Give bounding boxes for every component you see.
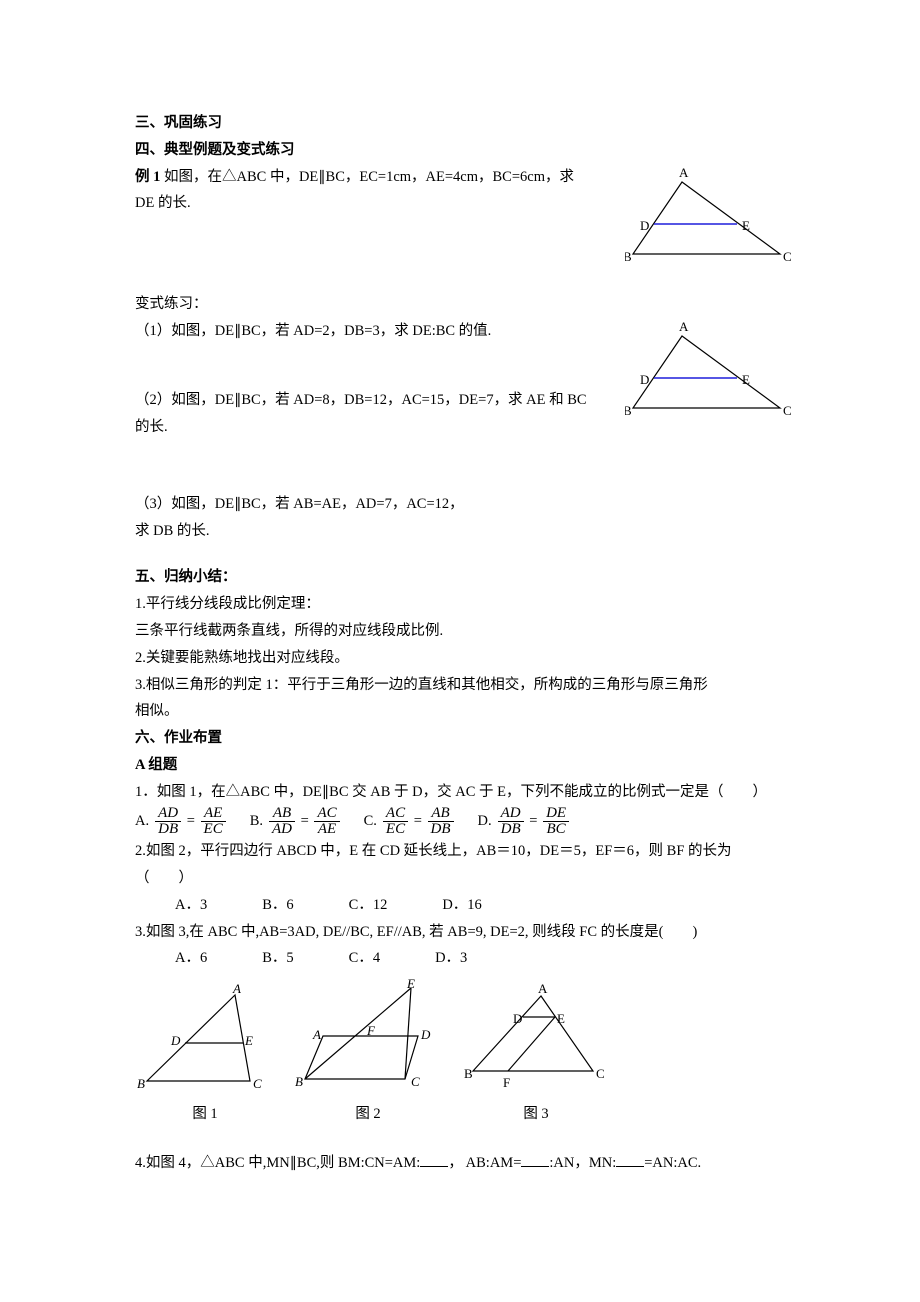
q2-C: C．12 [349, 892, 388, 919]
svg-text:E: E [244, 1033, 253, 1048]
q1-D-label: D. [478, 808, 492, 835]
q3-choices: A．6 B．5 C．4 D．3 [175, 945, 795, 972]
q1-stem: 1．如图 1，在△ABC 中，DE∥BC 交 AB 于 D，交 AC 于 E，下… [135, 779, 795, 806]
q4-a: 4.如图 4，△ABC 中,MN∥BC,则 BM:CN=AM: [135, 1155, 420, 1171]
q2-A: A．3 [175, 892, 207, 919]
q2-B: B．6 [262, 892, 293, 919]
example-1-label: 例 1 [135, 169, 160, 185]
svg-text:A: A [679, 319, 689, 334]
q3-stem: 3.如图 3,在 ABC 中,AB=3AD, DE//BC, EF//AB, 若… [135, 919, 795, 946]
svg-text:B: B [625, 249, 632, 264]
figure-3-caption: 图 3 [461, 1101, 611, 1128]
svg-text:B: B [295, 1074, 303, 1089]
example-1-line1: 例 1 如图，在△ABC 中，DE∥BC，EC=1cm，AE=4cm，BC=6c… [135, 164, 615, 191]
sec5-l2: 三条平行线截两条直线，所得的对应线段成比例. [135, 618, 795, 645]
q4-b: ， AB:AM= [448, 1155, 521, 1171]
q1-A-label: A. [135, 808, 149, 835]
sec5-l1: 1.平行线分线段成比例定理： [135, 591, 795, 618]
svg-text:D: D [170, 1033, 181, 1048]
variant-3b: 求 DB 的长. [135, 518, 795, 545]
q2-stem-b: （ ） [135, 865, 795, 892]
q4-d: =AN:AC. [644, 1155, 701, 1171]
variant-3a: （3）如图，DE∥BC，若 AB=AE，AD=7，AC=12， [135, 491, 795, 518]
q4-blank-1 [420, 1151, 448, 1167]
sec5-l5: 相似。 [135, 698, 795, 725]
q1-C-label: C. [364, 808, 377, 835]
svg-text:A: A [232, 981, 241, 996]
figure-2: E A D F B C 图 2 [293, 976, 443, 1128]
variant-2a: （2）如图，DE∥BC，若 AD=8，DB=12，AC=15，DE=7，求 AE… [135, 387, 615, 414]
svg-text:F: F [503, 1075, 510, 1090]
section-4-title: 四、典型例题及变式练习 [135, 137, 795, 164]
svg-text:A: A [679, 165, 689, 180]
section-5-title: 五、归纳小结： [135, 564, 795, 591]
figure-2-caption: 图 2 [293, 1101, 443, 1128]
section-6-title: 六、作业布置 [135, 725, 795, 752]
q1-B-label: B. [250, 808, 263, 835]
example-1-line2: DE 的长. [135, 190, 615, 217]
figure-3: A B C D E F 图 3 [461, 981, 611, 1128]
variant-1: （1）如图，DE∥BC，若 AD=2，DB=3，求 DE:BC 的值. [135, 318, 615, 345]
variant-title: 变式练习： [135, 291, 795, 318]
q4: 4.如图 4，△ABC 中,MN∥BC,则 BM:CN=AM: ， AB:AM=:… [135, 1150, 795, 1177]
svg-text:C: C [411, 1074, 420, 1089]
svg-text:A: A [538, 981, 548, 996]
svg-text:C: C [596, 1066, 605, 1081]
figure-1: A B C D E 图 1 [135, 981, 275, 1128]
q3-D: D．3 [435, 945, 467, 972]
figure-row: A B C D E 图 1 E A D F B C [135, 976, 795, 1128]
q4-c: :AN，MN: [549, 1155, 616, 1171]
q1-choices: A. ADDB = AEEC B. ABAD = ACAE C. ACEC = … [135, 806, 795, 839]
figure-triangle-2: A B C D E [625, 318, 795, 428]
q3-C: C．4 [349, 945, 380, 972]
svg-text:B: B [625, 403, 632, 418]
sec5-l3: 2.关键要能熟练地找出对应线段。 [135, 645, 795, 672]
q2-D: D．16 [442, 892, 481, 919]
q4-blank-2 [521, 1151, 549, 1167]
q2-choices: A．3 B．6 C．12 D．16 [175, 892, 795, 919]
section-3-title: 三、巩固练习 [135, 110, 795, 137]
svg-text:D: D [640, 372, 649, 387]
figure-1-caption: 图 1 [135, 1101, 275, 1128]
svg-text:C: C [783, 249, 792, 264]
q4-blank-3 [616, 1151, 644, 1167]
svg-text:D: D [420, 1027, 431, 1042]
svg-text:D: D [640, 218, 649, 233]
svg-text:C: C [783, 403, 792, 418]
svg-text:B: B [137, 1076, 145, 1091]
group-a-title: A 组题 [135, 752, 795, 779]
q3-B: B．5 [262, 945, 293, 972]
svg-text:C: C [253, 1076, 262, 1091]
figure-triangle-1: A B C D E [625, 164, 795, 274]
q3-A: A．6 [175, 945, 207, 972]
q2-stem-a: 2.如图 2，平行四边行 ABCD 中，E 在 CD 延长线上，AB＝10，DE… [135, 838, 795, 865]
variant-2b: 的长. [135, 414, 615, 441]
svg-text:E: E [557, 1011, 565, 1026]
svg-text:A: A [312, 1027, 321, 1042]
sec5-l4: 3.相似三角形的判定 1：平行于三角形一边的直线和其他相交，所构成的三角形与原三… [135, 672, 795, 699]
svg-text:B: B [464, 1066, 473, 1081]
example-1-text: 如图，在△ABC 中，DE∥BC，EC=1cm，AE=4cm，BC=6cm，求 [160, 169, 574, 185]
